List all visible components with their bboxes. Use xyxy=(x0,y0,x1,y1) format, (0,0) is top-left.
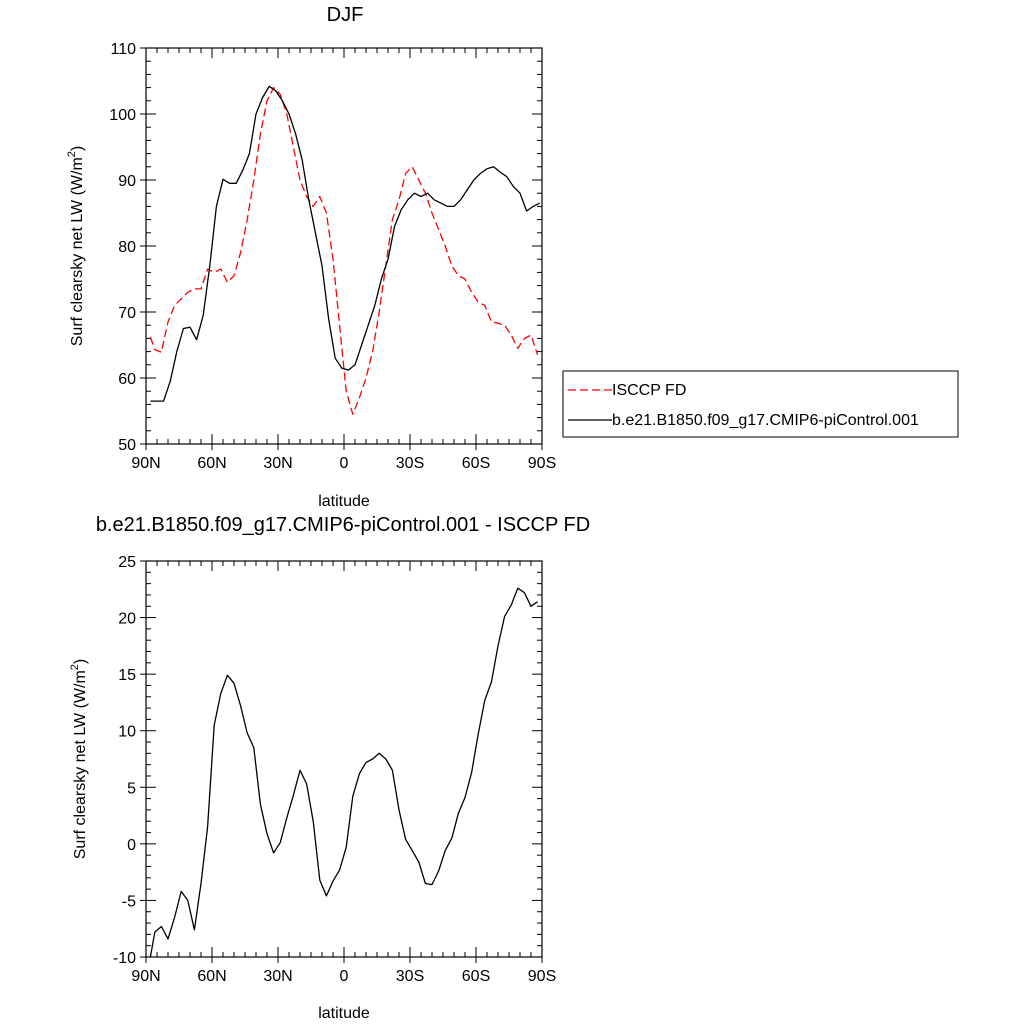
legend-box xyxy=(562,370,959,438)
bottom-y-axis-label: Surf clearsky net LW (W/m2) xyxy=(69,659,89,860)
bottom-panel: b.e21.B1850.f09_g17.CMIP6-piControl.001 … xyxy=(69,514,590,1022)
bottom-x-axis-label: latitude xyxy=(318,1005,370,1022)
bottom-x-tick-label: 30S xyxy=(396,968,424,985)
bottom-y-tick-label: 10 xyxy=(118,724,136,741)
legend: ISCCP FD b.e21.B1850.f09_g17.CMIP6-piCon… xyxy=(562,370,959,438)
bottom-chart-title: b.e21.B1850.f09_g17.CMIP6-piControl.001 … xyxy=(96,514,590,536)
bottom-x-tick-label: 0 xyxy=(340,968,349,985)
top-x-tick-label: 60N xyxy=(197,455,226,472)
bottom-y-tick-label: 0 xyxy=(127,837,136,854)
top-x-tick-label: 90N xyxy=(131,455,160,472)
bottom-y-tick-label: 15 xyxy=(118,667,136,684)
top-chart-title: DJF xyxy=(327,4,364,26)
top-x-tick-label: 30S xyxy=(396,455,424,472)
top-panel: DJF 90N 60N 30N 0 30S 60S 90S5060708090100110 … xyxy=(66,4,959,510)
bottom-y-tick-label: 5 xyxy=(127,780,136,797)
bottom-x-tick-label: 60S xyxy=(462,968,490,985)
top-series-line-0 xyxy=(149,86,539,415)
bottom-x-tick-label: 90N xyxy=(131,968,160,985)
top-plot-frame xyxy=(145,47,543,445)
top-x-tick-label: 30N xyxy=(263,455,292,472)
top-x-axis-label: latitude xyxy=(318,493,370,510)
bottom-y-tick-label: -10 xyxy=(113,950,136,967)
top-y-tick-label: 110 xyxy=(110,41,136,58)
top-y-tick-label: 60 xyxy=(118,371,136,388)
top-x-tick-label: 60S xyxy=(462,455,490,472)
bottom-y-tick-label: 25 xyxy=(118,554,136,571)
top-y-axis-label: Surf clearsky net LW (W/m2) xyxy=(66,146,86,347)
top-series-group xyxy=(149,85,541,415)
bottom-series-group xyxy=(149,587,538,958)
bottom-series-line-0 xyxy=(149,587,538,958)
bottom-y-tick-label: 20 xyxy=(118,611,136,628)
legend-label-model: b.e21.B1850.f09_g17.CMIP6-piControl.001 xyxy=(612,412,919,429)
legend-label-isccp: ISCCP FD xyxy=(612,382,686,399)
bottom-plot-frame xyxy=(145,560,543,958)
bottom-x-tick-label: 90S xyxy=(528,968,556,985)
top-y-tick-label: 100 xyxy=(109,107,136,124)
top-y-tick-label: 50 xyxy=(118,437,136,454)
top-y-tick-label: 90 xyxy=(118,173,136,190)
bottom-x-tick-label: 30N xyxy=(263,968,292,985)
bottom-x-tick-label: 60N xyxy=(197,968,226,985)
top-series-line-1 xyxy=(150,85,541,402)
top-x-tick-label: 90S xyxy=(528,455,556,472)
top-y-tick-label: 80 xyxy=(118,239,136,256)
bottom-ticks: 90N 60N 30N 0 30S 60S 90S -10 -5 0 5 10 15 20 25 xyxy=(113,554,556,985)
bottom-y-tick-label: -5 xyxy=(122,893,136,910)
top-x-tick-label: 0 xyxy=(340,455,349,472)
top-ticks: 90N 60N 30N 0 30S 60S 90S 50 60 70 80 90 100 110 xyxy=(109,41,556,472)
top-y-tick-label: 70 xyxy=(118,305,136,322)
